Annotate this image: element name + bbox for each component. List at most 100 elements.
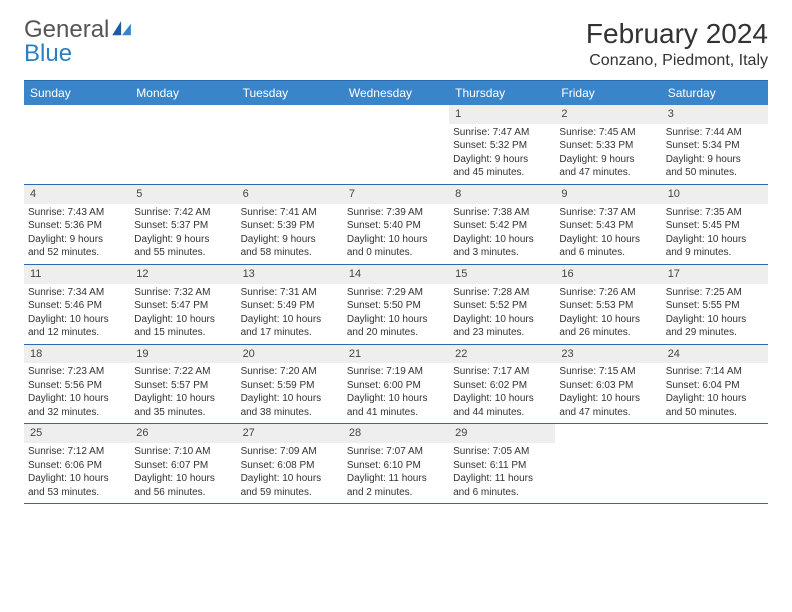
day-detail-line: and 58 minutes. xyxy=(241,246,339,260)
day-header-tuesday: Tuesday xyxy=(237,81,343,105)
date-number: 3 xyxy=(662,105,768,124)
day-detail-line: Daylight: 9 hours xyxy=(28,233,126,247)
day-detail-line: Sunrise: 7:09 AM xyxy=(241,445,339,459)
date-number: 4 xyxy=(24,185,130,204)
day-detail-line: Sunrise: 7:39 AM xyxy=(347,206,445,220)
day-detail-line: Daylight: 10 hours xyxy=(559,233,657,247)
day-detail-line: Sunset: 5:56 PM xyxy=(28,379,126,393)
day-detail-line: Sunset: 5:49 PM xyxy=(241,299,339,313)
day-detail-line: and 53 minutes. xyxy=(28,486,126,500)
day-detail-line: Sunset: 5:36 PM xyxy=(28,219,126,233)
week-row: 25Sunrise: 7:12 AMSunset: 6:06 PMDayligh… xyxy=(24,424,768,504)
date-number: 13 xyxy=(237,265,343,284)
day-cell: 27Sunrise: 7:09 AMSunset: 6:08 PMDayligh… xyxy=(237,424,343,503)
day-detail-line: Daylight: 10 hours xyxy=(241,392,339,406)
date-number: 10 xyxy=(662,185,768,204)
day-detail-line: Sunset: 5:34 PM xyxy=(666,139,764,153)
day-detail-line: Daylight: 10 hours xyxy=(666,392,764,406)
location-label: Conzano, Piedmont, Italy xyxy=(586,52,768,70)
day-cell: 17Sunrise: 7:25 AMSunset: 5:55 PMDayligh… xyxy=(662,265,768,344)
day-detail-line: Daylight: 9 hours xyxy=(241,233,339,247)
day-cell xyxy=(237,105,343,184)
day-detail-line: Daylight: 10 hours xyxy=(28,472,126,486)
date-number: 16 xyxy=(555,265,661,284)
day-detail-line: Sunset: 5:46 PM xyxy=(28,299,126,313)
day-detail-line: Sunrise: 7:17 AM xyxy=(453,365,551,379)
date-number xyxy=(343,105,449,109)
day-detail-line: and 56 minutes. xyxy=(134,486,232,500)
date-number: 14 xyxy=(343,265,449,284)
day-header-monday: Monday xyxy=(130,81,236,105)
day-detail-line: Sunrise: 7:38 AM xyxy=(453,206,551,220)
day-cell: 21Sunrise: 7:19 AMSunset: 6:00 PMDayligh… xyxy=(343,345,449,424)
day-detail-line: Daylight: 10 hours xyxy=(666,313,764,327)
logo-text-blue: Blue xyxy=(24,42,132,66)
day-detail-line: Sunrise: 7:45 AM xyxy=(559,126,657,140)
date-number: 20 xyxy=(237,345,343,364)
day-detail-line: Sunset: 6:04 PM xyxy=(666,379,764,393)
day-detail-line: Sunrise: 7:37 AM xyxy=(559,206,657,220)
date-number: 19 xyxy=(130,345,236,364)
day-detail-line: Sunset: 6:10 PM xyxy=(347,459,445,473)
day-detail-line: Sunrise: 7:42 AM xyxy=(134,206,232,220)
day-header-thursday: Thursday xyxy=(449,81,555,105)
date-number xyxy=(130,105,236,109)
day-detail-line: and 38 minutes. xyxy=(241,406,339,420)
day-detail-line: Sunset: 5:59 PM xyxy=(241,379,339,393)
day-cell: 28Sunrise: 7:07 AMSunset: 6:10 PMDayligh… xyxy=(343,424,449,503)
weeks-container: 1Sunrise: 7:47 AMSunset: 5:32 PMDaylight… xyxy=(24,105,768,504)
day-cell: 26Sunrise: 7:10 AMSunset: 6:07 PMDayligh… xyxy=(130,424,236,503)
day-cell xyxy=(555,424,661,503)
day-detail-line: Daylight: 10 hours xyxy=(666,233,764,247)
day-detail-line: Sunrise: 7:15 AM xyxy=(559,365,657,379)
date-number xyxy=(662,424,768,428)
day-header-friday: Friday xyxy=(555,81,661,105)
day-detail-line: Sunrise: 7:20 AM xyxy=(241,365,339,379)
day-detail-line: Sunset: 5:43 PM xyxy=(559,219,657,233)
day-cell: 23Sunrise: 7:15 AMSunset: 6:03 PMDayligh… xyxy=(555,345,661,424)
day-detail-line: Daylight: 11 hours xyxy=(347,472,445,486)
date-number: 5 xyxy=(130,185,236,204)
week-row: 18Sunrise: 7:23 AMSunset: 5:56 PMDayligh… xyxy=(24,345,768,425)
day-detail-line: Sunrise: 7:31 AM xyxy=(241,286,339,300)
date-number: 28 xyxy=(343,424,449,443)
day-detail-line: and 0 minutes. xyxy=(347,246,445,260)
day-detail-line: and 15 minutes. xyxy=(134,326,232,340)
day-detail-line: and 26 minutes. xyxy=(559,326,657,340)
date-number xyxy=(24,105,130,109)
day-detail-line: Sunset: 5:42 PM xyxy=(453,219,551,233)
day-detail-line: and 9 minutes. xyxy=(666,246,764,260)
date-number: 9 xyxy=(555,185,661,204)
day-detail-line: Daylight: 10 hours xyxy=(347,313,445,327)
day-detail-line: Daylight: 10 hours xyxy=(28,313,126,327)
week-row: 1Sunrise: 7:47 AMSunset: 5:32 PMDaylight… xyxy=(24,105,768,185)
day-detail-line: Sunset: 5:50 PM xyxy=(347,299,445,313)
day-header-saturday: Saturday xyxy=(662,81,768,105)
day-detail-line: and 6 minutes. xyxy=(559,246,657,260)
day-cell: 12Sunrise: 7:32 AMSunset: 5:47 PMDayligh… xyxy=(130,265,236,344)
day-detail-line: and 32 minutes. xyxy=(28,406,126,420)
day-cell xyxy=(24,105,130,184)
day-cell: 4Sunrise: 7:43 AMSunset: 5:36 PMDaylight… xyxy=(24,185,130,264)
day-cell xyxy=(130,105,236,184)
date-number xyxy=(237,105,343,109)
day-cell: 19Sunrise: 7:22 AMSunset: 5:57 PMDayligh… xyxy=(130,345,236,424)
date-number: 6 xyxy=(237,185,343,204)
day-detail-line: Daylight: 10 hours xyxy=(347,392,445,406)
date-number: 1 xyxy=(449,105,555,124)
day-detail-line: Daylight: 9 hours xyxy=(453,153,551,167)
day-cell: 25Sunrise: 7:12 AMSunset: 6:06 PMDayligh… xyxy=(24,424,130,503)
day-detail-line: Sunset: 5:32 PM xyxy=(453,139,551,153)
day-detail-line: and 44 minutes. xyxy=(453,406,551,420)
date-number: 11 xyxy=(24,265,130,284)
day-cell: 22Sunrise: 7:17 AMSunset: 6:02 PMDayligh… xyxy=(449,345,555,424)
day-detail-line: Sunrise: 7:14 AM xyxy=(666,365,764,379)
day-detail-line: and 20 minutes. xyxy=(347,326,445,340)
date-number: 24 xyxy=(662,345,768,364)
day-cell: 8Sunrise: 7:38 AMSunset: 5:42 PMDaylight… xyxy=(449,185,555,264)
day-detail-line: Daylight: 10 hours xyxy=(134,472,232,486)
day-detail-line: Daylight: 10 hours xyxy=(241,313,339,327)
day-cell: 24Sunrise: 7:14 AMSunset: 6:04 PMDayligh… xyxy=(662,345,768,424)
date-number: 12 xyxy=(130,265,236,284)
day-cell: 7Sunrise: 7:39 AMSunset: 5:40 PMDaylight… xyxy=(343,185,449,264)
